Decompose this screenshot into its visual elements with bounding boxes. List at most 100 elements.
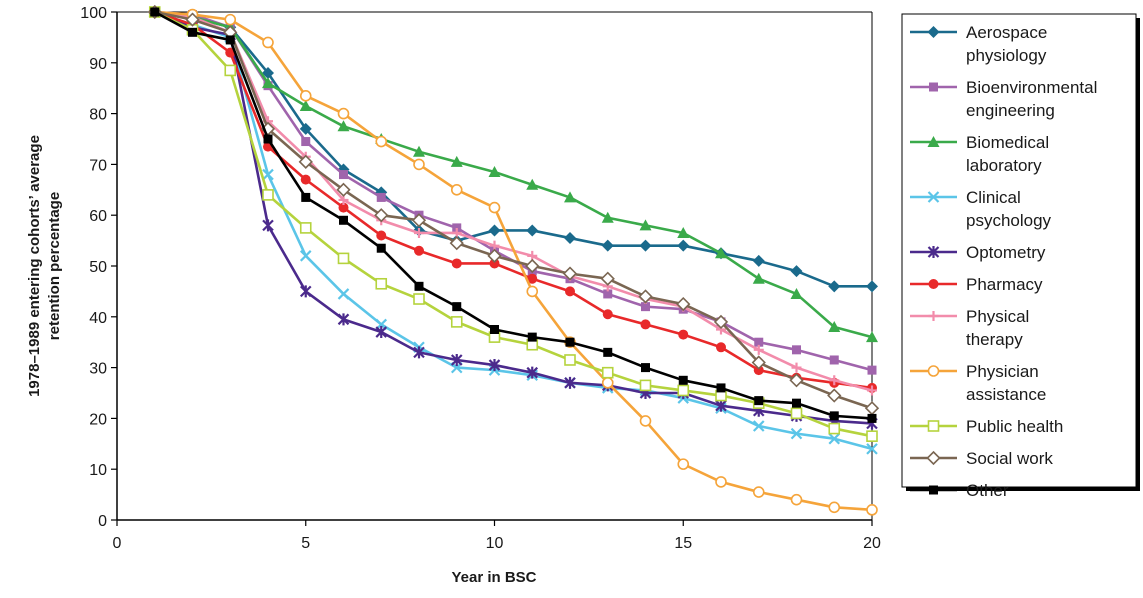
legend-label: psychology [966,211,1052,230]
data-point-aerospace-physiology [299,122,312,135]
data-point-pharmacy [414,245,424,256]
data-point-pharmacy [753,365,764,376]
legend-items: Aerospace physiology Bioenvironmental engin… [910,23,1097,500]
data-point-social-work [600,271,615,286]
data-point-public-health [564,354,576,366]
y-tick-label: 10 [89,462,107,479]
y-tick-label: 90 [89,56,107,73]
data-point-other [829,411,839,421]
data-point-aerospace-physiology [564,232,576,245]
series-line-clinical-psychology [154,10,873,451]
series-lines [147,4,880,516]
data-point-social-work [562,266,578,281]
data-point-social-work [638,289,653,304]
data-point-clinical-psychology [866,443,878,455]
data-point-public-health [450,316,463,328]
data-point-pharmacy [338,202,349,213]
data-point-other [490,325,499,334]
legend-label: Bioenvironmental [966,78,1097,97]
legend-label: physiology [966,46,1047,65]
data-point-physician-assistance [375,135,388,148]
legend-label: Social work [966,449,1053,468]
x-tick-label: 10 [486,535,504,552]
legend-label: Physician [966,362,1039,381]
series-line-social-work [154,10,873,410]
data-point-other [641,363,650,373]
data-point-social-work [374,208,389,223]
x-axis-ticks: 0 5 10 15 20 [113,520,881,552]
data-point-other [565,337,575,347]
legend-label: Physical [966,307,1029,326]
data-point-bioenvironmental-engineering [829,355,839,365]
data-point-social-work [487,248,502,263]
data-point-physician-assistance [413,158,425,171]
data-point-physical-therapy [791,362,802,373]
data-point-social-work [185,12,200,27]
data-point-pharmacy [716,342,726,353]
data-point-biomedical-laboratory [337,120,350,132]
data-point-pharmacy [451,258,462,269]
data-point-social-work [336,182,351,197]
legend-label: Public health [966,417,1063,436]
data-point-social-work [676,296,691,312]
x-tick-label: 5 [301,535,310,552]
y-tick-label: 80 [89,107,107,124]
data-point-aerospace-physiology [790,265,803,278]
series-line-aerospace-physiology [154,10,872,288]
data-point-social-work [713,314,729,330]
y-axis-title: 1978–1989 entering cohorts’ average rete… [26,135,63,397]
data-point-clinical-psychology [337,288,350,300]
data-point-public-health [677,384,690,397]
data-point-bioenvironmental-engineering [603,289,613,299]
data-point-biomedical-laboratory [752,272,765,284]
data-point-pharmacy [527,273,538,284]
data-point-social-work [525,258,540,274]
legend: Aerospace physiology Bioenvironmental engin… [901,13,1140,500]
data-point-aerospace-physiology [752,254,765,267]
data-point-other [754,396,764,406]
data-point-optometry [262,219,274,232]
data-point-bioenvironmental-engineering [301,137,311,147]
data-point-pharmacy [602,309,613,320]
data-point-physician-assistance [828,501,841,514]
data-point-physical-therapy [753,344,764,355]
data-point-optometry [299,285,312,298]
data-point-biomedical-laboratory [828,320,841,332]
data-point-pharmacy [678,329,689,340]
y-axis-title-line-1: 1978–1989 entering cohorts’ average [26,135,43,397]
data-point-aerospace-physiology [639,239,652,252]
data-point-biomedical-laboratory [639,219,652,231]
data-point-other [678,375,688,385]
data-point-optometry [564,376,576,389]
data-point-optometry [715,399,727,412]
y-tick-label: 50 [89,259,107,276]
data-point-clinical-psychology [828,432,841,445]
data-point-aerospace-physiology [828,280,841,293]
data-point-optometry [450,353,463,366]
data-point-social-work [298,154,313,169]
series-physical-therapy [149,7,877,396]
y-tick-label: 100 [80,5,107,22]
series-other [150,7,877,423]
data-point-clinical-psychology [262,168,274,181]
legend-item-other: Other [910,481,1009,500]
data-point-aerospace-physiology [677,239,690,252]
data-point-optometry [337,313,350,326]
data-point-biomedical-laboratory [677,226,690,238]
series-line-physician-assistance [154,10,873,512]
x-tick-label: 20 [863,535,881,552]
x-tick-label: 0 [113,535,122,552]
series-line-other [154,10,873,420]
data-point-social-work [789,373,804,388]
legend-swatch-marker [927,420,940,432]
data-point-optometry [488,359,501,372]
series-line-biomedical-laboratory [154,10,873,339]
data-point-other [225,35,235,45]
data-point-optometry [413,346,425,359]
y-tick-label: 70 [89,157,107,174]
data-point-biomedical-laboratory [450,155,463,167]
data-point-optometry [375,326,388,339]
legend-label: engineering [966,101,1055,120]
data-point-bioenvironmental-engineering [641,302,650,312]
data-point-physician-assistance [488,201,501,214]
